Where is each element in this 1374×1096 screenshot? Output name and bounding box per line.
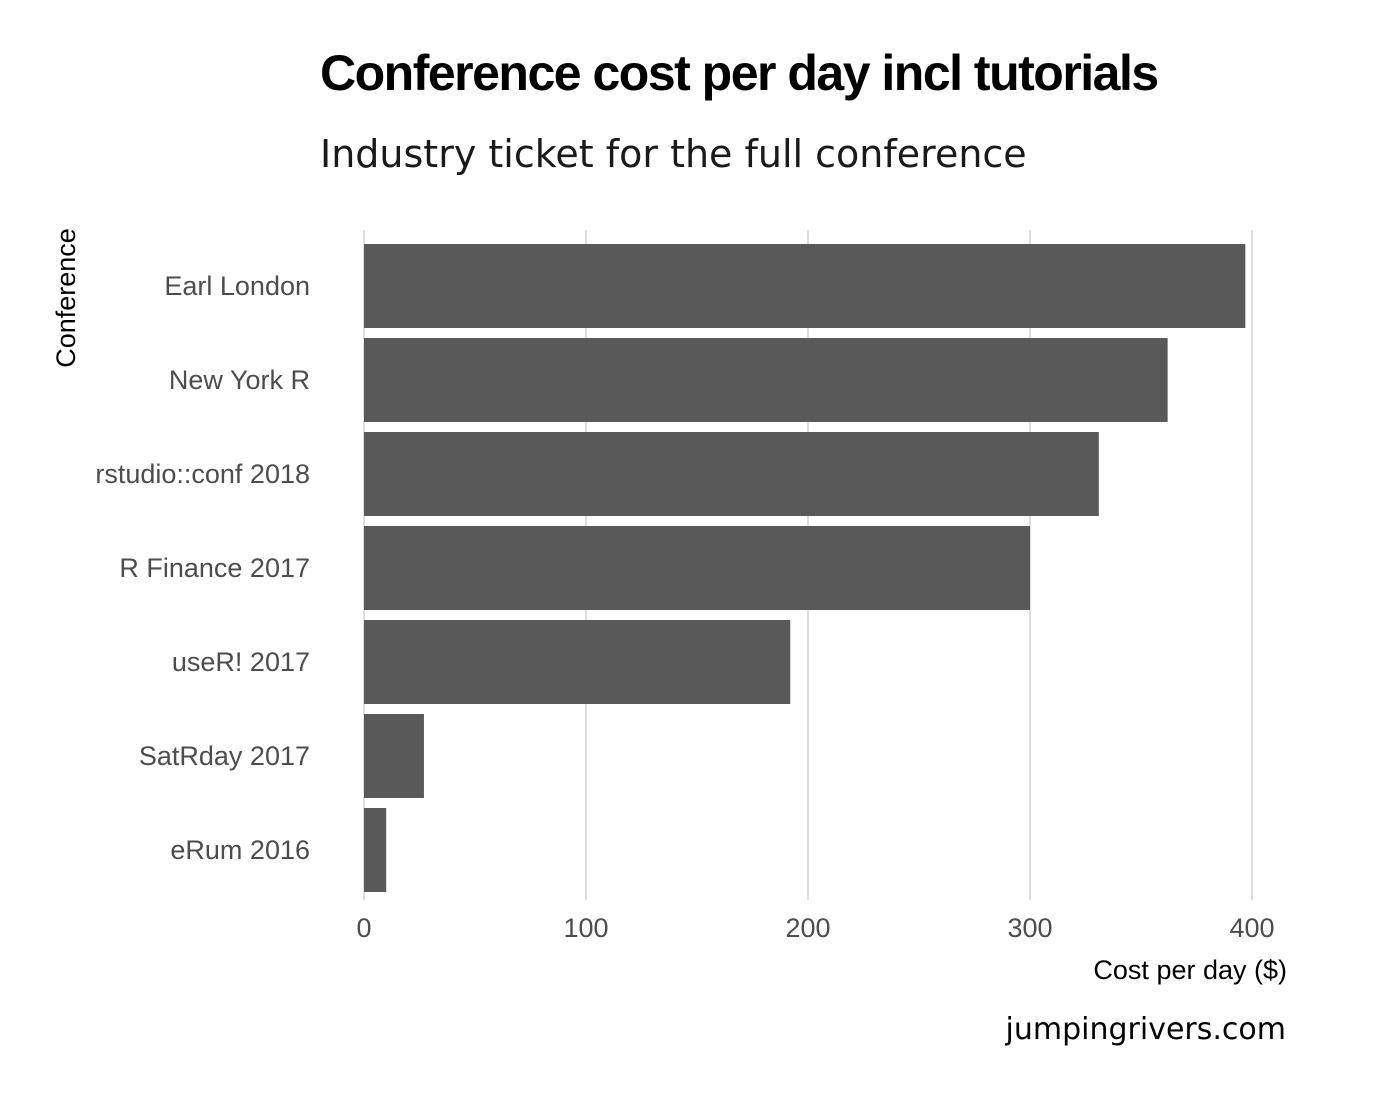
category-label-1: Earl London [164, 271, 310, 301]
bars [364, 244, 1246, 892]
category-label-6: SatRday 2017 [139, 741, 310, 771]
bar-7 [364, 808, 387, 892]
bar-5 [364, 620, 791, 704]
category-label-5: useR! 2017 [172, 647, 310, 677]
chart-subtitle: Industry ticket for the full conference [320, 132, 1027, 176]
x-tick-label-100: 100 [563, 913, 608, 943]
y-axis-title: Conference [51, 228, 81, 368]
bar-4 [364, 526, 1030, 610]
category-label-4: R Finance 2017 [119, 553, 310, 583]
bar-2 [364, 338, 1168, 422]
bar-3 [364, 432, 1099, 516]
chart-title: Conference cost per day incl tutorials [320, 45, 1159, 101]
x-tick-label-0: 0 [356, 913, 371, 943]
source-credit: jumpingrivers.com [1005, 1012, 1286, 1047]
bar-6 [364, 714, 424, 798]
x-tick-label-400: 400 [1229, 913, 1274, 943]
x-tick-label-200: 200 [785, 913, 830, 943]
x-tick-label-300: 300 [1007, 913, 1052, 943]
x-axis-title: Cost per day ($) [1093, 955, 1287, 985]
category-label-7: eRum 2016 [170, 835, 310, 865]
bar-1 [364, 244, 1246, 328]
category-label-2: New York R [169, 365, 310, 395]
x-tick-labels: 0 100 200 300 400 [356, 913, 1274, 943]
category-label-3: rstudio::conf 2018 [95, 459, 310, 489]
